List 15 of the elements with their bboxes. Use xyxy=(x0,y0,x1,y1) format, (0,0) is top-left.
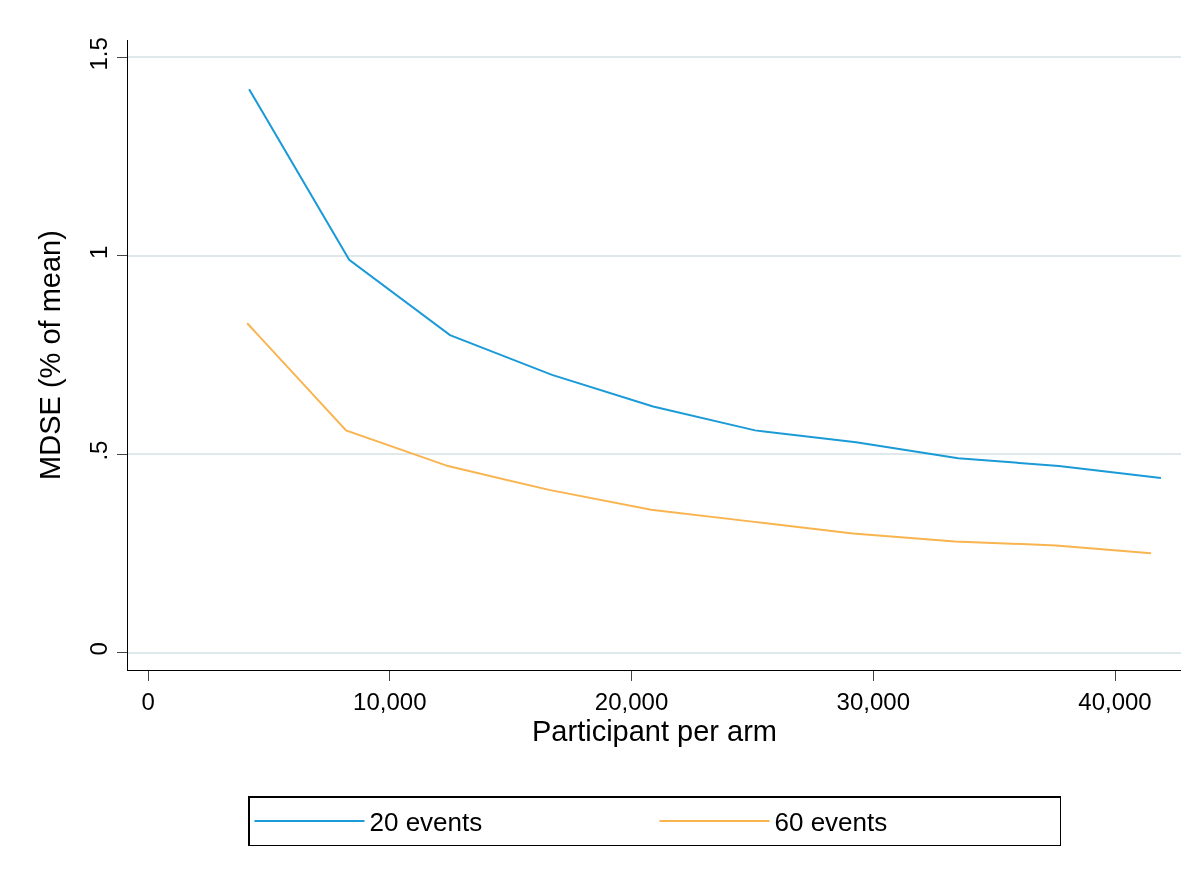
x-tick-label: 30,000 xyxy=(836,687,910,715)
x-tick-label: 20,000 xyxy=(594,687,669,715)
line-series xyxy=(248,88,1162,479)
legend-label: 20 events xyxy=(369,807,483,838)
x-tick-label: 40,000 xyxy=(1078,687,1152,715)
y-tick-label: 1.5 xyxy=(85,37,113,71)
x-tick-label: 0 xyxy=(141,687,155,715)
line-series xyxy=(246,322,1153,555)
y-tick-label: 1 xyxy=(85,245,113,259)
legend-label: 60 events xyxy=(774,807,888,838)
x-axis-title: Participant per arm xyxy=(532,714,777,747)
x-tick-label: 10,000 xyxy=(353,687,427,715)
y-axis-title: MDSE (% of mean) xyxy=(34,230,66,480)
y-tick-label: 0 xyxy=(85,642,113,656)
y-tick-label: .5 xyxy=(85,440,113,461)
